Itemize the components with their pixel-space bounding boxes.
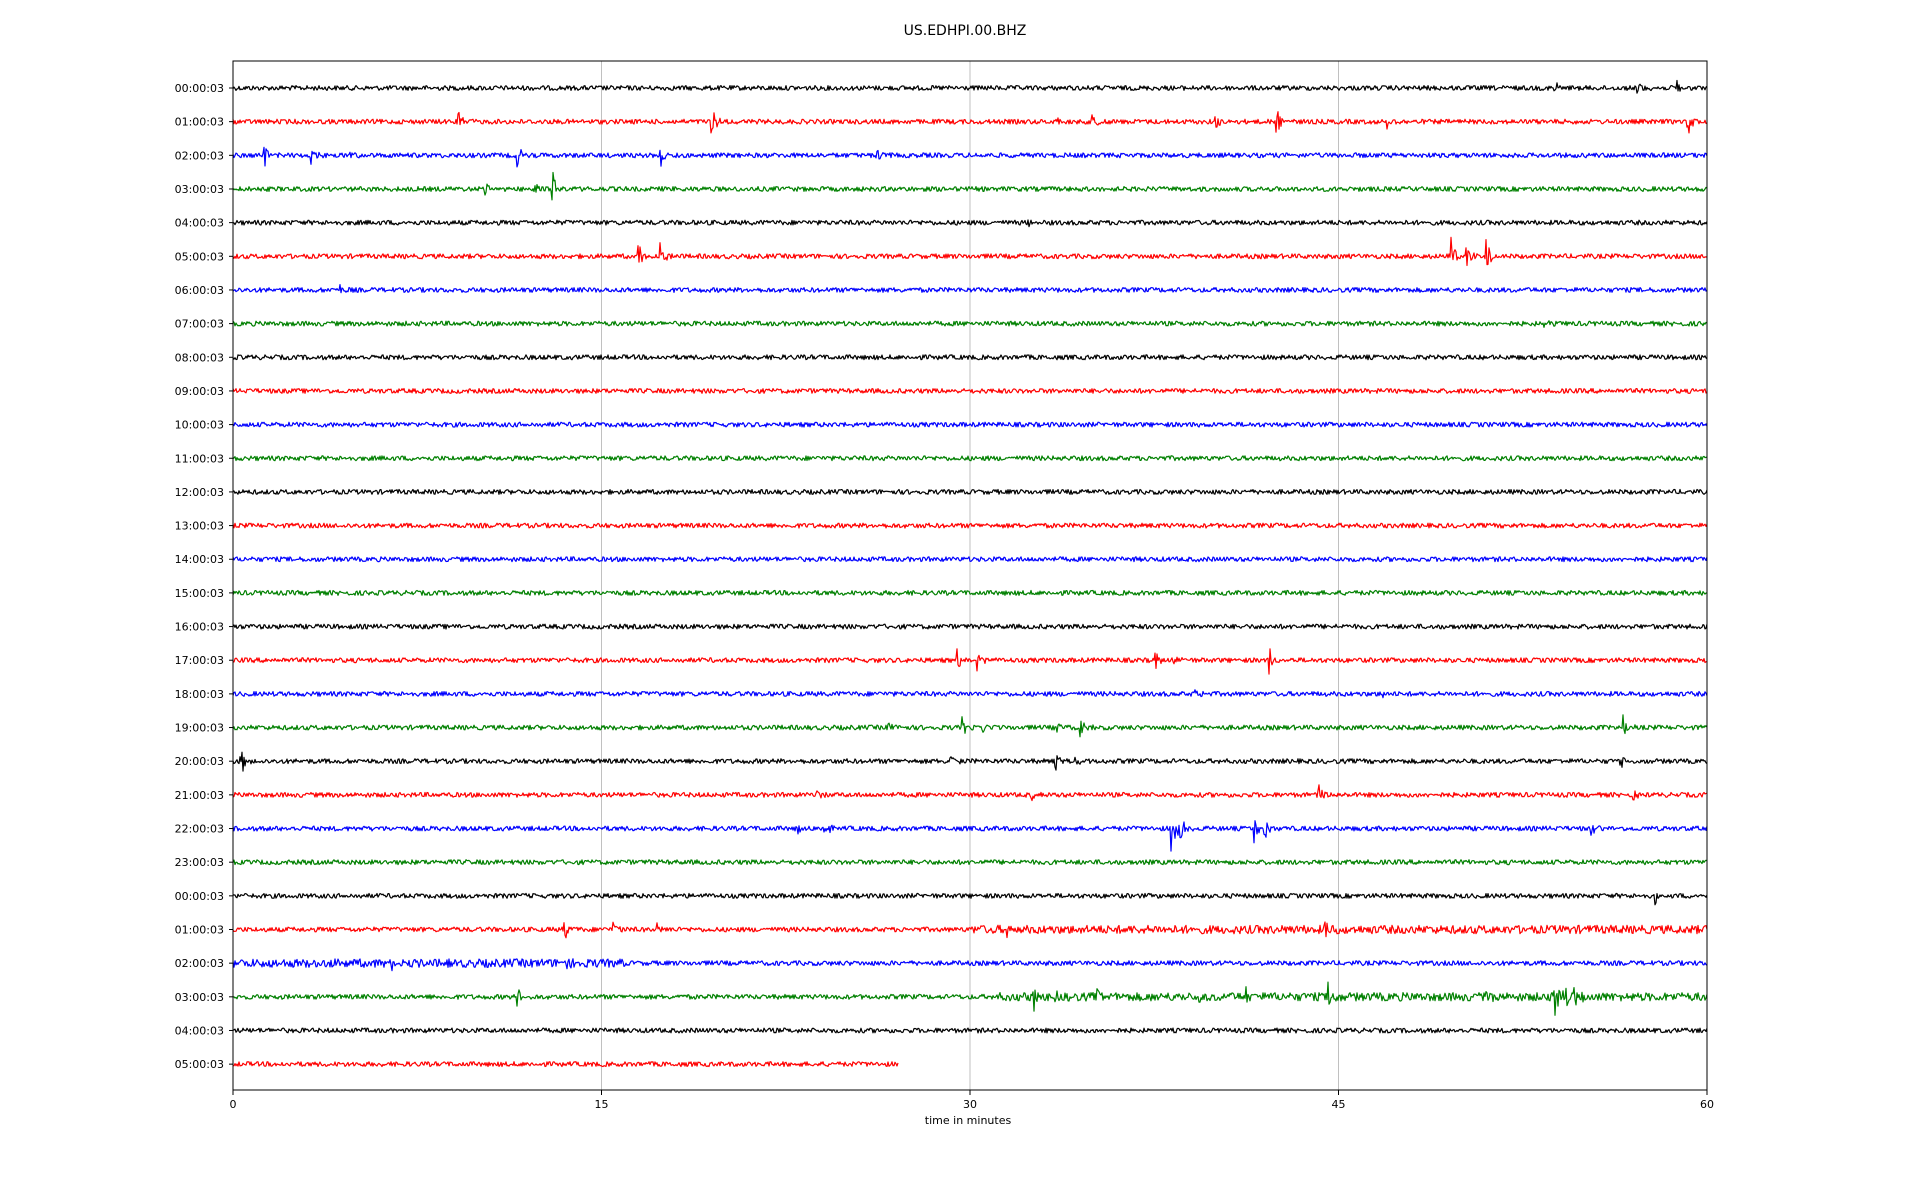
grid-lines	[601, 61, 1339, 1090]
row-time-label: 12:00:03	[175, 486, 224, 499]
seismic-trace	[232, 146, 1708, 168]
seismic-trace	[232, 1027, 1708, 1034]
row-time-label: 07:00:03	[175, 318, 224, 331]
row-time-label: 20:00:03	[175, 755, 224, 768]
seismic-trace	[232, 859, 1708, 866]
seismic-trace	[232, 111, 1708, 134]
row-time-label: 14:00:03	[175, 553, 224, 566]
seismic-trace	[232, 981, 1708, 1016]
seismic-trace	[232, 455, 1708, 462]
row-time-label: 16:00:03	[175, 621, 224, 634]
seismic-trace	[232, 284, 1708, 294]
seismic-trace	[232, 354, 1708, 361]
x-tick-label: 0	[230, 1098, 237, 1111]
seismic-trace	[232, 556, 1708, 563]
seismic-trace	[232, 79, 1708, 94]
seismic-trace	[232, 784, 1708, 802]
row-time-label: 05:00:03	[175, 250, 224, 263]
seismic-trace	[232, 320, 1708, 328]
seismic-trace	[232, 921, 1708, 939]
row-time-label: 00:00:03	[175, 890, 224, 903]
seismic-trace	[232, 236, 1708, 267]
seismic-trace	[232, 714, 1708, 738]
x-tick-label: 15	[595, 1098, 609, 1111]
row-time-label: 04:00:03	[175, 217, 224, 230]
x-axis-ticks: 0 15 30 45 60	[230, 1090, 1714, 1111]
row-time-label: 05:00:03	[175, 1058, 224, 1071]
x-tick-label: 45	[1332, 1098, 1346, 1111]
row-time-label: 22:00:03	[175, 823, 224, 836]
seismic-trace	[232, 219, 1708, 228]
row-time-label: 21:00:03	[175, 789, 224, 802]
seismic-trace	[232, 689, 1708, 699]
row-time-label: 10:00:03	[175, 419, 224, 432]
seismic-trace	[233, 488, 1708, 495]
x-axis-label: time in minutes	[925, 1114, 1012, 1127]
seismic-trace	[232, 623, 1708, 630]
row-time-label: 02:00:03	[175, 149, 224, 162]
row-time-label: 17:00:03	[175, 654, 224, 667]
seismic-trace	[232, 589, 1708, 596]
row-time-label: 00:00:03	[175, 82, 224, 95]
row-time-label: 23:00:03	[175, 856, 224, 869]
seismic-trace	[232, 751, 1708, 772]
row-time-label: 11:00:03	[175, 452, 224, 465]
row-time-label: 13:00:03	[175, 520, 224, 533]
row-time-label: 04:00:03	[175, 1024, 224, 1037]
row-time-label: 09:00:03	[175, 385, 224, 398]
seismic-trace	[232, 387, 1708, 394]
x-tick-label: 30	[963, 1098, 977, 1111]
seismic-trace	[232, 171, 1708, 201]
row-time-label: 03:00:03	[175, 183, 224, 196]
seismic-trace	[232, 421, 1708, 428]
row-time-label: 01:00:03	[175, 924, 224, 937]
seismic-trace	[232, 892, 1708, 906]
row-time-label: 06:00:03	[175, 284, 224, 297]
seismic-traces	[232, 79, 1708, 1068]
chart-title: US.EDHPI.00.BHZ	[904, 23, 1027, 39]
seismic-trace	[232, 1061, 899, 1068]
seismic-trace	[232, 958, 1708, 972]
seismic-trace	[232, 820, 1708, 852]
row-time-label: 15:00:03	[175, 587, 224, 600]
row-time-label: 02:00:03	[175, 957, 224, 970]
row-time-label: 03:00:03	[175, 991, 224, 1004]
row-time-label: 18:00:03	[175, 688, 224, 701]
row-time-label: 19:00:03	[175, 722, 224, 735]
row-time-labels: 00:00:03 01:00:03 02:00:03 03:00:03 04:00:03…	[175, 82, 233, 1071]
seismic-trace	[232, 648, 1708, 675]
row-time-label: 01:00:03	[175, 116, 224, 129]
row-time-label: 08:00:03	[175, 351, 224, 364]
x-tick-label: 60	[1700, 1098, 1714, 1111]
seismic-trace	[232, 522, 1708, 529]
